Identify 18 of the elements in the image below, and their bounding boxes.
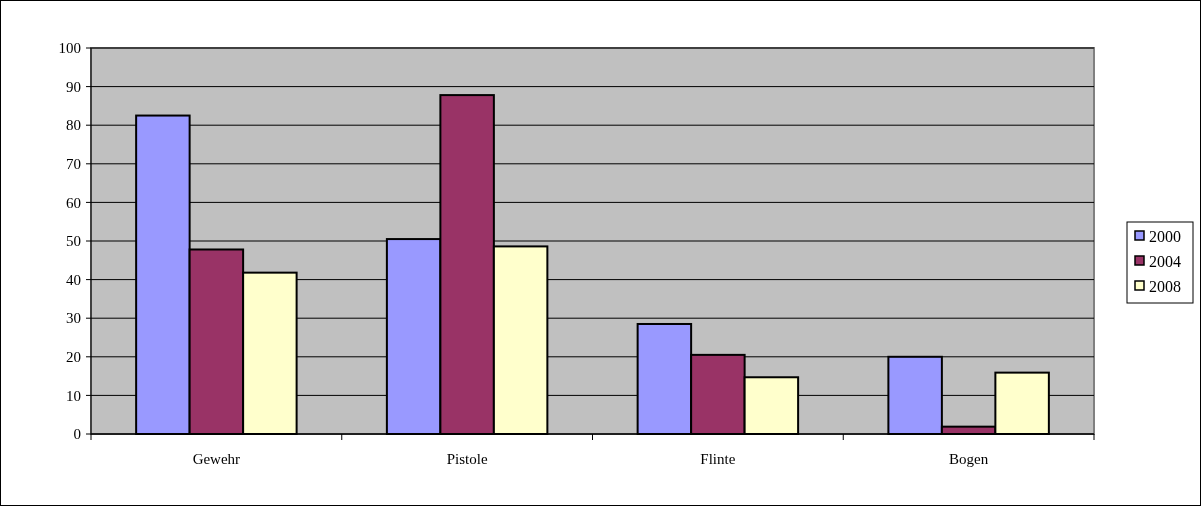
y-tick-label: 40 [66,271,81,288]
y-tick-label: 70 [66,156,81,173]
legend-label: 2008 [1149,277,1181,295]
x-tick-label: Gewehr [192,451,241,467]
y-tick-label: 60 [66,194,81,211]
y-tick-label: 0 [73,426,81,443]
x-tick-label: Flinte [700,451,736,467]
y-tick-label: 30 [66,310,81,327]
y-tick-label: 20 [66,349,81,366]
x-tick-label: Pistole [446,451,488,467]
y-tick-label: 80 [66,117,81,134]
x-tick-label: Bogen [949,451,989,467]
y-tick-label: 50 [66,233,81,250]
y-tick-label: 100 [58,40,81,57]
y-tick-label: 90 [66,78,81,95]
y-tick-label: 10 [66,387,81,404]
legend-label: 2004 [1149,252,1181,270]
legend-label: 2000 [1149,227,1181,245]
